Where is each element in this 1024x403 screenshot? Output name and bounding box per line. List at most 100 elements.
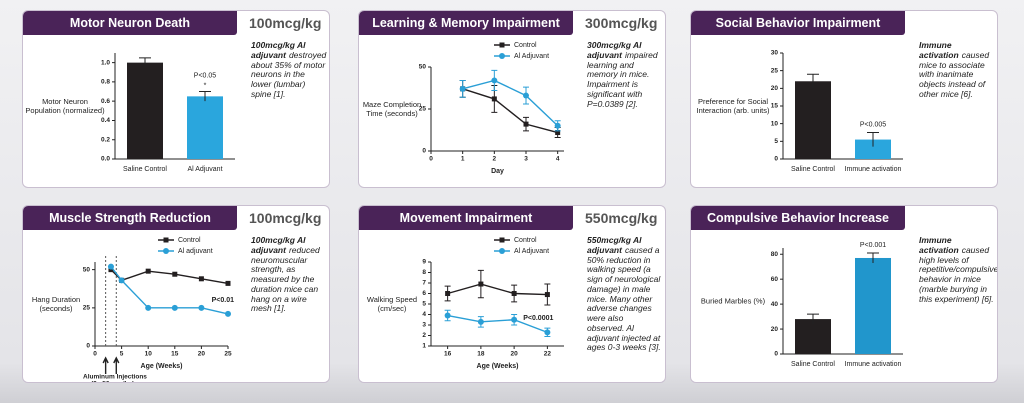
chart: 0 25 50 0 5 10 15 20 25 Age (Weeks) Aluminum Injec… [83, 237, 234, 382]
y-tick-label: 40 [771, 301, 779, 308]
marker [544, 329, 551, 336]
marker [198, 276, 204, 282]
x-tick-label: 2 [493, 156, 497, 163]
description: 100mcg/kg Al adjuvant reduced neuromuscul… [251, 235, 327, 314]
panel: Muscle Strength Reduction 100mcg/kg 100mcg… [22, 205, 330, 383]
panel-title: Movement Impairment [359, 206, 573, 230]
bar [855, 257, 891, 354]
chart: 0.0 0.2 0.4 0.6 0.8 1.0 Saline Control Al Adjuv… [101, 53, 235, 173]
y-tick-label: 50 [83, 266, 91, 273]
description-text: caused a 50% reduction in walking speed … [587, 244, 661, 353]
chart: 0 20 40 60 80 Saline Control Immune activation… [771, 242, 903, 368]
legend-marker [499, 237, 505, 243]
x-tick-label: 22 [544, 351, 552, 358]
y-tick-label: 7 [422, 280, 426, 287]
y-axis-label: Buried Marbles (%) [700, 296, 766, 306]
p-value: P<0.005 [860, 121, 886, 128]
y-tick-label: 0.4 [101, 117, 110, 124]
series-line [447, 314, 548, 334]
p-value: P<0.05 [194, 72, 216, 79]
y-tick-label: 50 [419, 64, 427, 71]
marker [523, 92, 529, 99]
y-tick-label: 0.0 [101, 156, 110, 163]
panel: Motor Neuron Death 100mcg/kg 100mcg/kg Al … [22, 10, 330, 188]
y-tick-label: 2 [422, 332, 426, 339]
category-label: Saline Control [791, 361, 835, 368]
y-tick-label: 25 [419, 106, 427, 113]
x-tick-label: 0 [429, 156, 433, 163]
y-tick-label: 5 [774, 138, 778, 145]
y-tick-label: 25 [83, 305, 91, 312]
y-axis-label: Hang Duration (seconds) [31, 295, 81, 313]
legend-label: Control [514, 42, 537, 49]
marker [491, 77, 498, 84]
marker [459, 85, 466, 92]
y-tick-label: 20 [771, 326, 779, 333]
x-axis-label: Age (Weeks) [141, 363, 183, 370]
legend-marker [499, 53, 505, 59]
description-text: reduced neuromuscular strength, as measu… [251, 244, 320, 314]
description-text: caused high levels of repetitive/compuls… [919, 244, 998, 304]
marker [554, 122, 561, 129]
bar [127, 62, 163, 159]
x-tick-label: 16 [444, 351, 452, 358]
x-tick-label: 1 [461, 156, 465, 163]
marker [225, 280, 231, 286]
panel-title: Social Behavior Impairment [691, 11, 905, 35]
legend-label: Al Adjuvant [514, 53, 549, 60]
description-lead: Immune activation [919, 235, 959, 255]
y-tick-label: 1.0 [101, 59, 110, 66]
description: 300mcg/kg Al adjuvant impaired learning a… [587, 40, 663, 109]
marker [544, 292, 550, 298]
y-tick-label: 0 [774, 351, 778, 358]
marker [445, 291, 451, 296]
error-bar [807, 313, 819, 325]
series-line [462, 79, 559, 127]
description: 550mcg/kg Al adjuvant caused a 50% reduct… [587, 235, 663, 353]
y-tick-label: 0 [422, 148, 426, 155]
panel: Movement Impairment 550mcg/kg 550mcg/kg Al… [358, 205, 666, 383]
category-label: Saline Control [123, 166, 167, 173]
y-tick-label: 60 [771, 276, 779, 283]
error-bar [807, 73, 819, 89]
x-tick-label: 5 [120, 351, 124, 358]
y-tick-label: 5 [422, 301, 426, 308]
description-lead: 550mcg/kg Al adjuvant [587, 235, 642, 255]
category-label: Immune activation [845, 361, 902, 368]
injection-arrow [113, 356, 120, 374]
legend-marker [163, 248, 169, 254]
description-lead: 300mcg/kg Al adjuvant [587, 40, 642, 60]
series-line [462, 88, 558, 134]
y-tick-label: 0.6 [101, 98, 110, 105]
panel-title: Motor Neuron Death [23, 11, 237, 35]
x-tick-label: 3 [524, 156, 528, 163]
y-axis-label: Preference for Social Interaction (arb. … [696, 97, 770, 115]
legend-label: Al adjuvant [178, 248, 213, 255]
x-axis-label: Age (Weeks) [477, 363, 519, 370]
description-text: destroyed about 35% of motor neurons in … [251, 49, 327, 99]
error-bar [867, 132, 879, 147]
x-tick-label: 18 [477, 351, 485, 358]
marker [145, 268, 151, 274]
y-tick-label: 1 [422, 343, 426, 350]
injection-label: (2x 50mcg/kg) [91, 381, 134, 382]
marker [171, 304, 178, 311]
marker [477, 318, 484, 325]
marker [118, 277, 125, 284]
marker [172, 271, 178, 277]
marker [444, 312, 451, 319]
p-value: P<0.01 [212, 297, 234, 304]
y-axis-label: Walking Speed (cm/sec) [366, 295, 418, 313]
injection-arrow [102, 356, 109, 374]
chart: 0 5 10 15 20 25 30 Saline Control Immune activat… [771, 50, 903, 173]
panel: Social Behavior Impairment Immune activat… [690, 10, 998, 188]
y-tick-label: 8 [422, 269, 426, 276]
x-tick-label: 20 [511, 351, 519, 358]
x-axis-label: Day [491, 168, 504, 175]
marker [107, 263, 114, 270]
panel-title: Learning & Memory Impairment [359, 11, 573, 35]
legend-marker [163, 237, 169, 243]
y-tick-label: 0 [774, 156, 778, 163]
p-value: P<0.001 [860, 242, 886, 249]
x-tick-label: 10 [145, 351, 153, 358]
